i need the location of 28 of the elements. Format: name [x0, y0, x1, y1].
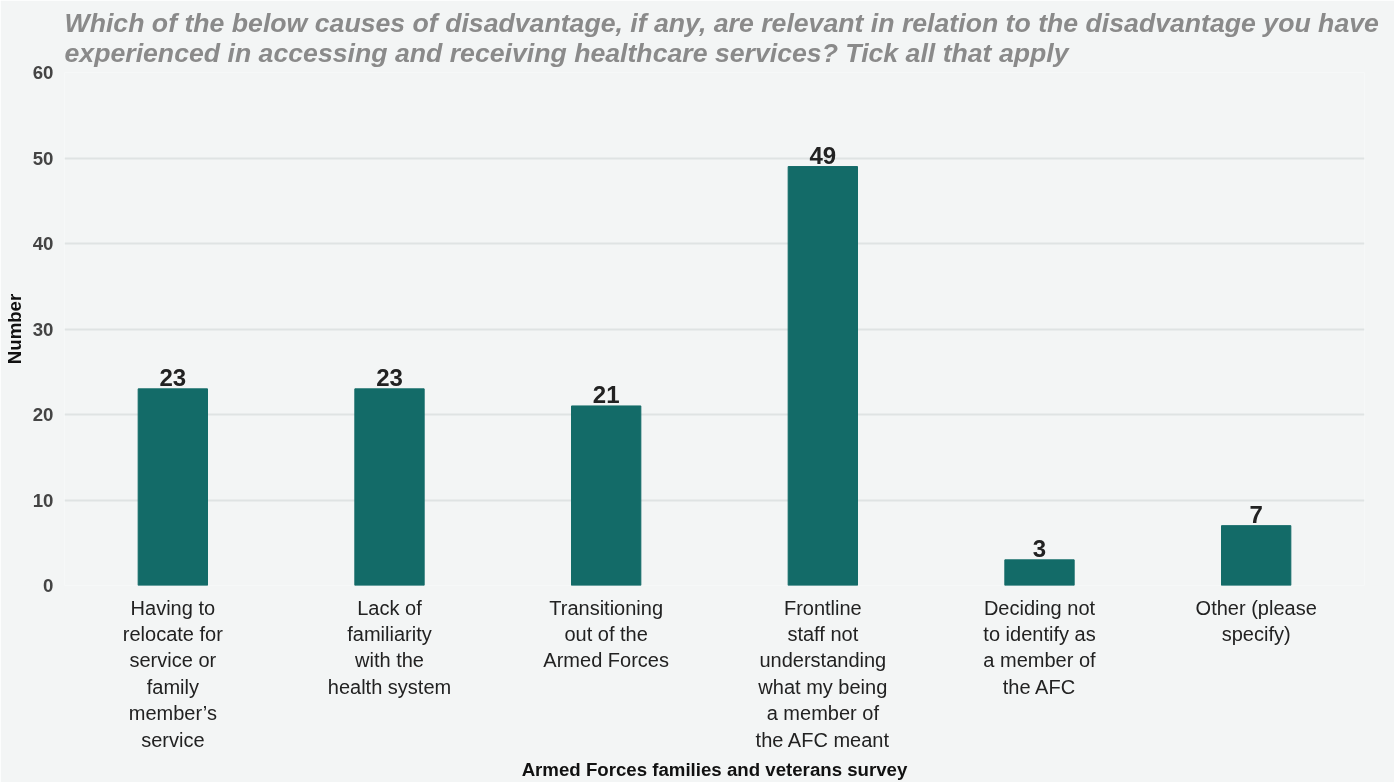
data-label: 21: [592, 380, 620, 408]
x-tick-label: Transitioning out of the Armed Forces: [543, 596, 669, 672]
y-tick-label: 40: [32, 233, 54, 254]
data-label: 23: [376, 363, 403, 391]
y-tick-label: 10: [32, 489, 54, 511]
x-tick-label: Having to relocate for service or family member’s service: [122, 596, 224, 751]
data-label: 23: [159, 363, 187, 391]
chart-title: Which of the below causes of disadvantage, if any, are relevant in relation to the disadvantage you have experienced in accessing and receiving healthcare services? Tick all that apply: [64, 7, 1380, 68]
y-axis-title: Number: [3, 293, 25, 365]
bar: [1004, 559, 1075, 586]
bar: [354, 388, 425, 586]
bar: [137, 388, 208, 586]
x-axis-title: Armed Forces families and veterans survey: [521, 758, 908, 780]
x-tick-label: Frontline staff not understanding what my being a member of the AFC meant: [755, 596, 890, 751]
x-tick-label: Deciding not to identify as a member of the AFC: [983, 596, 1097, 698]
y-tick-label: 0: [43, 575, 54, 596]
y-tick-label: 30: [32, 318, 54, 340]
y-tick-label: 50: [32, 147, 54, 169]
data-label: 7: [1249, 500, 1263, 528]
bar: [571, 405, 642, 586]
bar: [1221, 525, 1292, 586]
x-tick-label: Lack of familiarity with the health system: [327, 596, 452, 698]
x-tick-label: Other (please specify): [1195, 596, 1317, 645]
bar: [787, 166, 858, 586]
data-label: 49: [809, 141, 837, 169]
data-label: 3: [1032, 534, 1047, 562]
y-tick-label: 60: [32, 62, 54, 83]
y-tick-label: 20: [32, 404, 54, 425]
